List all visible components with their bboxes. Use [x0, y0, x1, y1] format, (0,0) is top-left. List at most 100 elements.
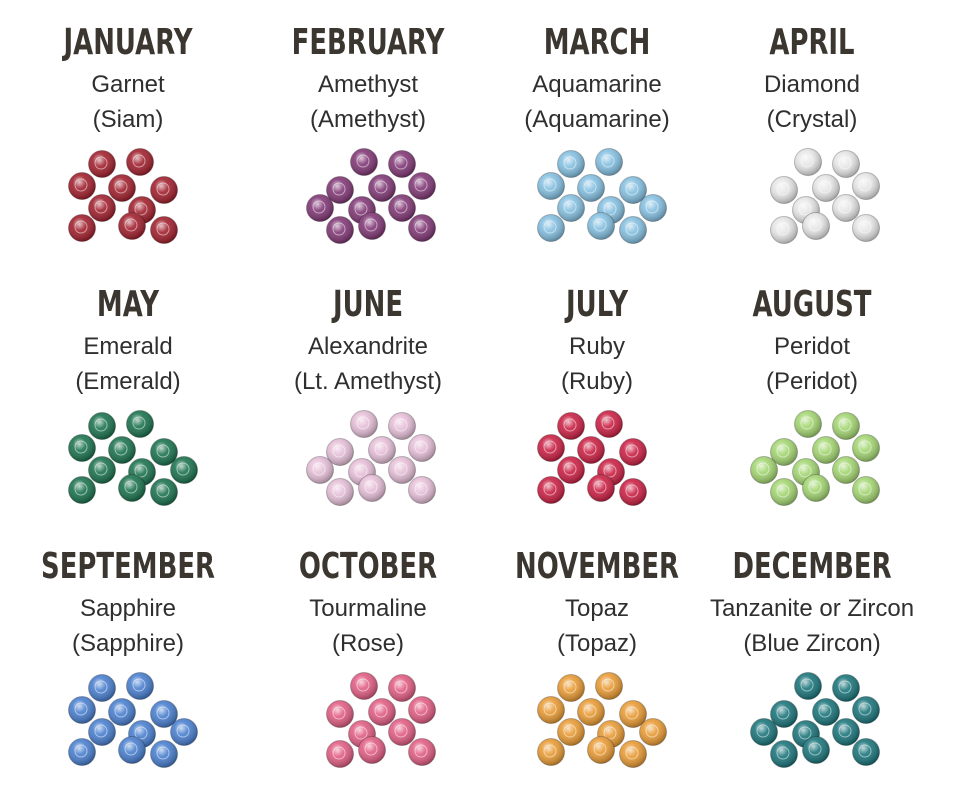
- crystal-name: (Topaz): [557, 630, 637, 657]
- gem-shine: [537, 476, 565, 504]
- gem-table: [74, 744, 88, 758]
- gem-table: [74, 702, 88, 716]
- month-panel: MAY Emerald (Emerald): [68, 284, 198, 506]
- gem-table: [156, 706, 170, 720]
- month-title: APRIL: [769, 22, 854, 63]
- gem-table: [132, 154, 146, 168]
- month-title: FEBRUARY: [292, 22, 446, 63]
- gem-shine: [852, 434, 880, 462]
- gem-table: [414, 482, 428, 496]
- gem-shine: [306, 456, 334, 484]
- gem-shine: [577, 436, 605, 464]
- gem-table: [776, 484, 790, 498]
- gem-shine: [537, 696, 565, 724]
- gem-shine: [557, 150, 585, 178]
- gem-table: [818, 180, 832, 194]
- gem-table: [798, 202, 812, 216]
- gem-table: [543, 744, 557, 758]
- gem-table: [332, 484, 346, 498]
- gem-table: [563, 418, 577, 432]
- gem-shine: [770, 700, 798, 728]
- gem-table: [858, 482, 872, 496]
- stone-name: Emerald: [83, 333, 172, 360]
- gem-table: [394, 200, 408, 214]
- gem-shine: [577, 174, 605, 202]
- gem-shine: [108, 174, 136, 202]
- gem-shine: [750, 718, 778, 746]
- stone-name: Tourmaline: [309, 595, 426, 622]
- month-title-group: JANUARY: [62, 22, 194, 63]
- gem-shine: [750, 456, 778, 484]
- gem-shine: [619, 216, 647, 244]
- gem-table: [74, 482, 88, 496]
- gem-table: [593, 480, 607, 494]
- gem-shine: [68, 434, 96, 462]
- gem-shine: [537, 172, 565, 200]
- crystal-name: (Sapphire): [72, 630, 184, 657]
- crystal-name: (Crystal): [767, 106, 858, 133]
- month-title: OCTOBER: [299, 546, 437, 587]
- gem-table: [74, 440, 88, 454]
- month-title-group: DECEMBER: [732, 546, 891, 587]
- gem-table: [858, 744, 872, 758]
- gem-table: [563, 462, 577, 476]
- crystal-name: (Emerald): [75, 368, 180, 395]
- gem-table: [543, 702, 557, 716]
- gem-shine: [832, 150, 860, 178]
- month-panel: OCTOBER Tourmaline (Rose): [299, 546, 437, 768]
- gem-shine: [587, 212, 615, 240]
- gem-table: [332, 182, 346, 196]
- gem-shine: [350, 672, 378, 700]
- month-title: DECEMBER: [732, 546, 891, 587]
- gem-shine: [388, 674, 416, 702]
- gem-shine: [126, 410, 154, 438]
- gem-table: [543, 178, 557, 192]
- month-panel: NOVEMBER Topaz (Topaz): [515, 546, 679, 768]
- gem-table: [176, 462, 190, 476]
- gem-shine: [852, 214, 880, 242]
- gem-table: [394, 156, 408, 170]
- gem-shine: [770, 478, 798, 506]
- gem-shine: [350, 410, 378, 438]
- month-title: AUGUST: [753, 284, 872, 325]
- gem-shine: [68, 476, 96, 504]
- gem-shine: [150, 216, 178, 244]
- gem-shine: [619, 438, 647, 466]
- gem-shine: [832, 456, 860, 484]
- stone-name: Amethyst: [318, 71, 418, 98]
- gem-table: [800, 416, 814, 430]
- gem-shine: [350, 148, 378, 176]
- gem-shine: [557, 718, 585, 746]
- gem-table: [414, 440, 428, 454]
- gem-shine: [595, 410, 623, 438]
- month-panel: DECEMBER Tanzanite or Zircon (Blue Zircon): [710, 546, 914, 768]
- gem-table: [124, 218, 138, 232]
- gem-table: [356, 154, 370, 168]
- stone-name: Peridot: [774, 333, 850, 360]
- gem-shine: [408, 172, 436, 200]
- gem-table: [312, 462, 326, 476]
- crystal-name: (Rose): [332, 630, 404, 657]
- gem-table: [603, 726, 617, 740]
- gem-shine: [619, 176, 647, 204]
- month-title-group: JUNE: [331, 284, 403, 325]
- gem-table: [543, 440, 557, 454]
- gem-table: [625, 484, 639, 498]
- gem-table: [798, 726, 812, 740]
- gem-table: [818, 704, 832, 718]
- gem-table: [603, 202, 617, 216]
- month-title-group: NOVEMBER: [515, 546, 679, 587]
- gem-table: [838, 680, 852, 694]
- gem-table: [394, 418, 408, 432]
- gem-table: [356, 678, 370, 692]
- gem-table: [808, 480, 822, 494]
- gem-shine: [150, 478, 178, 506]
- crystal-name: (Lt. Amethyst): [294, 368, 442, 395]
- gem-shine: [388, 412, 416, 440]
- gem-shine: [619, 478, 647, 506]
- gem-shine: [88, 150, 116, 178]
- gem-shine: [537, 214, 565, 242]
- gem-table: [332, 706, 346, 720]
- month-title-group: OCTOBER: [299, 546, 437, 587]
